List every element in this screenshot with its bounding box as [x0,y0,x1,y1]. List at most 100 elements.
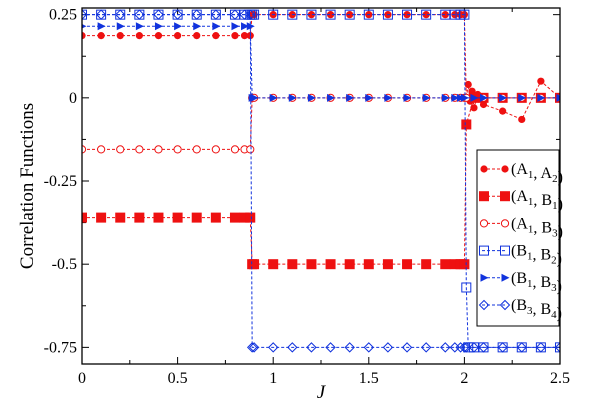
legend-label: (B1, B2) [511,243,562,268]
data-point [95,9,107,20]
data-point [449,9,460,20]
legend-label: (A1, B3) [511,215,563,240]
data-point [382,259,393,270]
legend-marker [480,165,488,173]
data-point [460,93,469,102]
data-point [241,22,250,31]
data-point [468,342,480,353]
data-point [403,93,412,102]
data-point [287,9,298,20]
data-point [287,342,298,353]
legend-item: (A1, A2) [480,161,563,186]
data-point [82,9,88,20]
data-point [246,342,258,353]
legend-label: (B3, B4) [511,297,562,322]
data-point [344,9,355,20]
data-point [97,22,106,31]
data-point [212,22,221,31]
series-0 [82,11,560,124]
data-point [115,9,126,20]
data-point [461,342,472,353]
legend-marker [478,299,490,311]
data-point [440,9,451,20]
data-point [153,212,164,223]
data-point [384,93,393,102]
data-point [363,9,374,20]
data-point [191,9,202,20]
legend-marker [479,191,489,202]
plot-frame [81,7,561,365]
data-point [326,11,335,19]
data-point [518,93,527,102]
series-line [82,97,560,265]
data-point [115,212,126,223]
x-tick-label: 2 [460,370,468,387]
data-point [422,11,430,19]
data-point [268,9,279,20]
x-tick-label: 0 [78,370,86,387]
data-point [441,11,449,19]
legend-label: (B1, B3) [511,270,562,295]
data-point [478,342,489,353]
legend-marker [500,219,510,228]
data-point [268,259,279,270]
data-point [116,22,125,31]
data-point [420,342,432,353]
data-point [173,145,182,154]
y-tick-label: -0.25 [44,173,77,190]
legend-label: (A1, A2) [511,161,563,186]
data-point [344,342,355,353]
data-point [210,212,221,223]
x-tick-label: 1.5 [359,370,379,387]
data-point [135,145,144,154]
data-point [382,342,394,353]
data-point [325,259,336,270]
data-point [82,24,87,29]
data-point [231,22,240,31]
data-point [229,212,240,223]
series-5 [82,9,560,353]
data-point [363,342,375,353]
data-point [497,342,508,353]
data-point [154,22,163,31]
data-point [212,32,220,40]
x-tick-label: 2.5 [550,370,570,387]
data-point [269,93,278,102]
data-point [172,9,183,20]
y-tick-label: -0.75 [44,339,77,356]
data-point [306,259,317,270]
data-point [459,259,470,270]
data-point [441,93,450,102]
data-point [230,145,240,154]
legend-marker [500,191,510,202]
data-point [191,212,202,223]
legend-item: (B3, B4) [478,297,562,322]
legend-marker [480,273,489,282]
data-point [421,259,432,270]
data-point [537,93,546,102]
data-point [451,93,460,102]
legend-marker [499,299,511,311]
data-point [422,93,431,102]
data-point [174,32,182,40]
data-point [516,342,527,353]
data-point [134,212,145,223]
data-point [470,104,478,112]
data-point [459,342,470,353]
x-tick-label: 0.5 [168,370,188,387]
series-layer [82,9,560,353]
data-point [249,259,260,270]
legend-item: (B1, B3) [480,270,562,295]
series-4 [82,22,560,102]
legend-label: (A1, B1) [511,188,563,213]
data-point [554,342,560,353]
data-point [250,93,259,102]
data-point [97,32,105,40]
data-point [267,342,279,353]
data-point [440,342,451,353]
data-point [537,77,545,85]
data-point [245,9,256,20]
data-point [306,342,317,353]
legend: (A1, A2)(A1, B1)(A1, B3) (B1, B2)(B1, B3)… [476,149,563,327]
